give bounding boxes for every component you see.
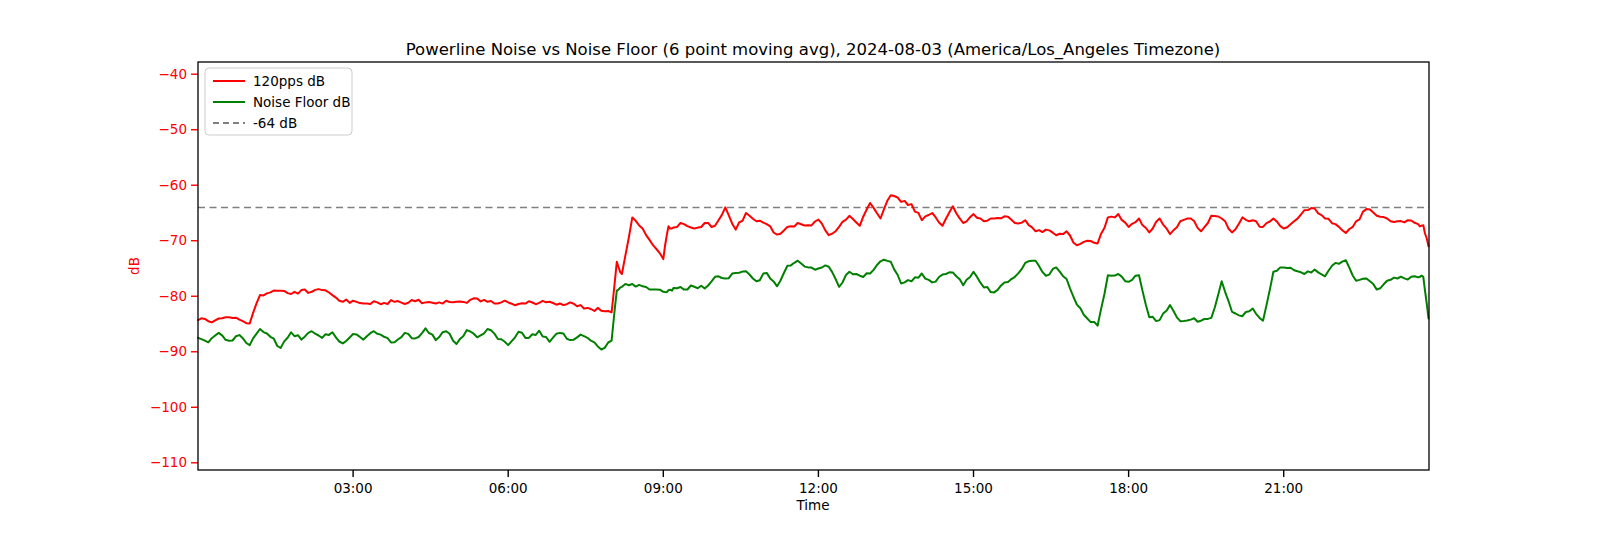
y-tick-label: −50	[159, 121, 188, 137]
legend-label: 120pps dB	[253, 73, 325, 89]
chart-canvas: −40 −50 −60 −70 −80 −90 −100 −110 03:00 06:00 09:…	[0, 0, 1600, 540]
chart-title: Powerline Noise vs Noise Floor (6 point …	[406, 40, 1220, 60]
y-tick-label: −60	[159, 177, 188, 193]
y-tick-label: −70	[159, 232, 188, 248]
x-tick-label: 21:00	[1264, 480, 1303, 496]
x-tick-label: 09:00	[644, 480, 683, 496]
y-axis-ticks: −40 −50 −60 −70 −80 −90 −100 −110	[150, 66, 198, 471]
plot-area	[198, 62, 1429, 470]
x-axis-label: Time	[795, 497, 829, 513]
y-tick-label: −80	[159, 288, 188, 304]
y-tick-label: −40	[159, 66, 188, 82]
x-tick-label: 03:00	[334, 480, 373, 496]
legend-label: -64 dB	[253, 115, 297, 131]
legend: 120pps dB Noise Floor dB -64 dB	[205, 68, 352, 135]
x-tick-label: 15:00	[954, 480, 993, 496]
x-tick-label: 18:00	[1109, 480, 1148, 496]
y-axis-label: dB	[126, 257, 142, 275]
x-tick-label: 12:00	[799, 480, 838, 496]
chart-figure: −40 −50 −60 −70 −80 −90 −100 −110 03:00 06:00 09:…	[0, 0, 1600, 540]
x-axis-ticks: 03:00 06:00 09:00 12:00 15:00 18:00 21:00	[334, 470, 1304, 496]
legend-label: Noise Floor dB	[253, 94, 350, 110]
x-tick-label: 06:00	[489, 480, 528, 496]
y-tick-label: −90	[159, 343, 188, 359]
y-tick-label: −100	[150, 399, 187, 415]
y-tick-label: −110	[150, 454, 187, 470]
